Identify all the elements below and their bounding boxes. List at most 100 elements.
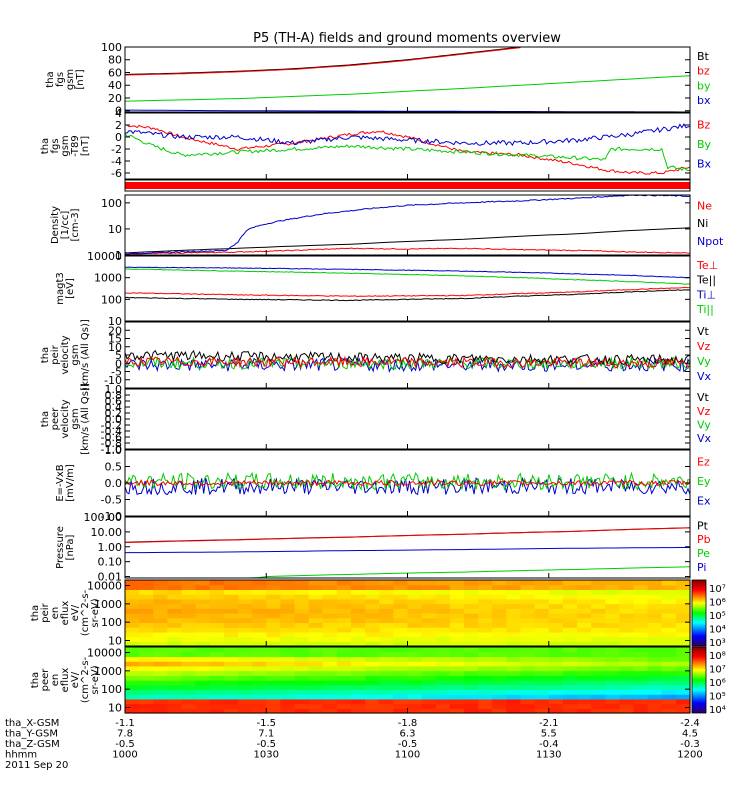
y-axis-label: tha [45, 71, 56, 87]
spectrogram-cell [548, 613, 564, 619]
spectrogram-cell [125, 631, 140, 638]
spectrogram-cell [647, 613, 663, 619]
spectrogram-cell [294, 689, 310, 695]
spectrogram-cell [308, 641, 324, 647]
spectrogram-cell [647, 670, 663, 676]
spectrogram-cell [562, 598, 578, 605]
spectrogram-cell [365, 608, 380, 614]
spectrogram-cell [647, 675, 663, 681]
spectrogram-cell [633, 598, 649, 605]
y-tick-label: -6 [111, 167, 122, 180]
spectrogram-cell [393, 584, 409, 591]
legend-Pt: Pt [697, 519, 709, 532]
spectrogram-cell [266, 594, 281, 600]
spectrogram-cell [379, 584, 394, 591]
spectrogram-cell [181, 580, 197, 586]
spectrogram-cell [435, 631, 451, 638]
spectrogram-cell [647, 694, 663, 700]
spectrogram-cell [605, 636, 620, 642]
spectrogram-cell [548, 627, 564, 633]
spectrogram-cell [351, 622, 366, 628]
spectrogram-cell [322, 708, 338, 714]
spectrogram-cell [591, 665, 606, 672]
spectrogram-cell [167, 598, 183, 605]
y-axis-label: peer [50, 407, 61, 431]
spectrogram-cell [351, 580, 366, 586]
spectrogram-cell [322, 631, 338, 638]
spectrogram-cell [266, 708, 281, 714]
spectrogram-cell [492, 608, 507, 614]
panel-magt3: 10000 1000 100 10 magt3 [eV] Te⊥ Te||Ti⊥ Ti|| [55, 250, 718, 328]
spectrogram-cell [449, 656, 465, 662]
spectrogram-cell [125, 580, 140, 586]
spectrogram-cell [280, 580, 296, 586]
spectrogram-cell [195, 631, 211, 638]
spectrogram-cell [478, 670, 493, 676]
spectrogram-cell [675, 603, 691, 609]
spectrogram-cell [322, 608, 338, 614]
spectrogram-cell [266, 661, 281, 667]
spectrogram-cell [633, 665, 649, 672]
spectrogram-cell [195, 675, 211, 681]
spectrogram-cell [125, 647, 140, 653]
spectrogram-cell [195, 617, 211, 624]
spectrogram-cell [435, 636, 451, 642]
spectrogram-cell [675, 617, 691, 624]
spectrogram-cell [605, 608, 620, 614]
spectrogram-cell [294, 684, 310, 691]
spectrogram-cell [661, 617, 677, 624]
spectrogram-cell [125, 675, 140, 681]
spectrogram-cell [393, 627, 409, 633]
colorbar-tick-label: 10⁵ [709, 611, 726, 622]
spectrogram-cell [435, 627, 451, 633]
spectrogram-cell [266, 651, 281, 658]
spectrogram-cell [308, 608, 324, 614]
y-tick-label: 10 [108, 701, 122, 714]
spectrogram-cell [407, 603, 423, 609]
spectrogram-cell [167, 622, 183, 628]
spectrogram-cell [421, 613, 437, 619]
spectrogram-cell [647, 589, 663, 595]
spectrogram-cell [647, 636, 663, 642]
spectrogram-cell [548, 580, 564, 586]
spectrogram-cell [280, 675, 296, 681]
series-line-Te⊥ [124, 286, 691, 298]
series-line-Ne [124, 247, 691, 255]
spectrogram-cell [252, 627, 267, 633]
spectrogram-cell [675, 661, 691, 667]
spectrogram-cell [379, 594, 394, 600]
spectrogram-cell [647, 703, 663, 709]
spectrogram-cell [238, 684, 253, 691]
legend-Pe: Pe [697, 547, 710, 560]
spectrogram-cell [478, 617, 493, 624]
spectrogram-cell [478, 622, 493, 628]
spectrogram-cell [605, 703, 620, 709]
spectrogram-cell [619, 670, 635, 676]
spectrogram-cell [421, 665, 437, 672]
spectrogram-cell [125, 584, 140, 591]
spectrogram-cell [167, 708, 183, 714]
spectrogram-cell [577, 708, 592, 714]
colorbar-tick-label: 10³ [709, 638, 726, 649]
spectrogram-cell [661, 631, 677, 638]
spectrogram-cell [506, 661, 522, 667]
spectrogram-cell [534, 698, 550, 705]
spectrogram-cell [548, 708, 564, 714]
spectrogram-cell [591, 670, 606, 676]
spectrogram-cell [153, 594, 168, 600]
spectrogram-cell [294, 665, 310, 672]
spectrogram-cell [322, 665, 338, 672]
spectrogram-cell [421, 647, 437, 653]
panel-density: 100 10 1 Density [1/cc] [cm-3] Ne Ni Npot [50, 194, 724, 262]
spectrogram-cell [393, 617, 409, 624]
spectrogram-cell [365, 636, 380, 642]
spectrogram-cell [195, 598, 211, 605]
spectrogram-cell [464, 622, 479, 628]
spectrogram-cell [266, 617, 281, 624]
spectrogram-cell [365, 694, 380, 700]
spectrogram-cell [435, 608, 451, 614]
spectrogram-cell [365, 665, 380, 672]
y-tick-label: 80 [108, 54, 122, 67]
spectrogram-cell [181, 656, 197, 662]
